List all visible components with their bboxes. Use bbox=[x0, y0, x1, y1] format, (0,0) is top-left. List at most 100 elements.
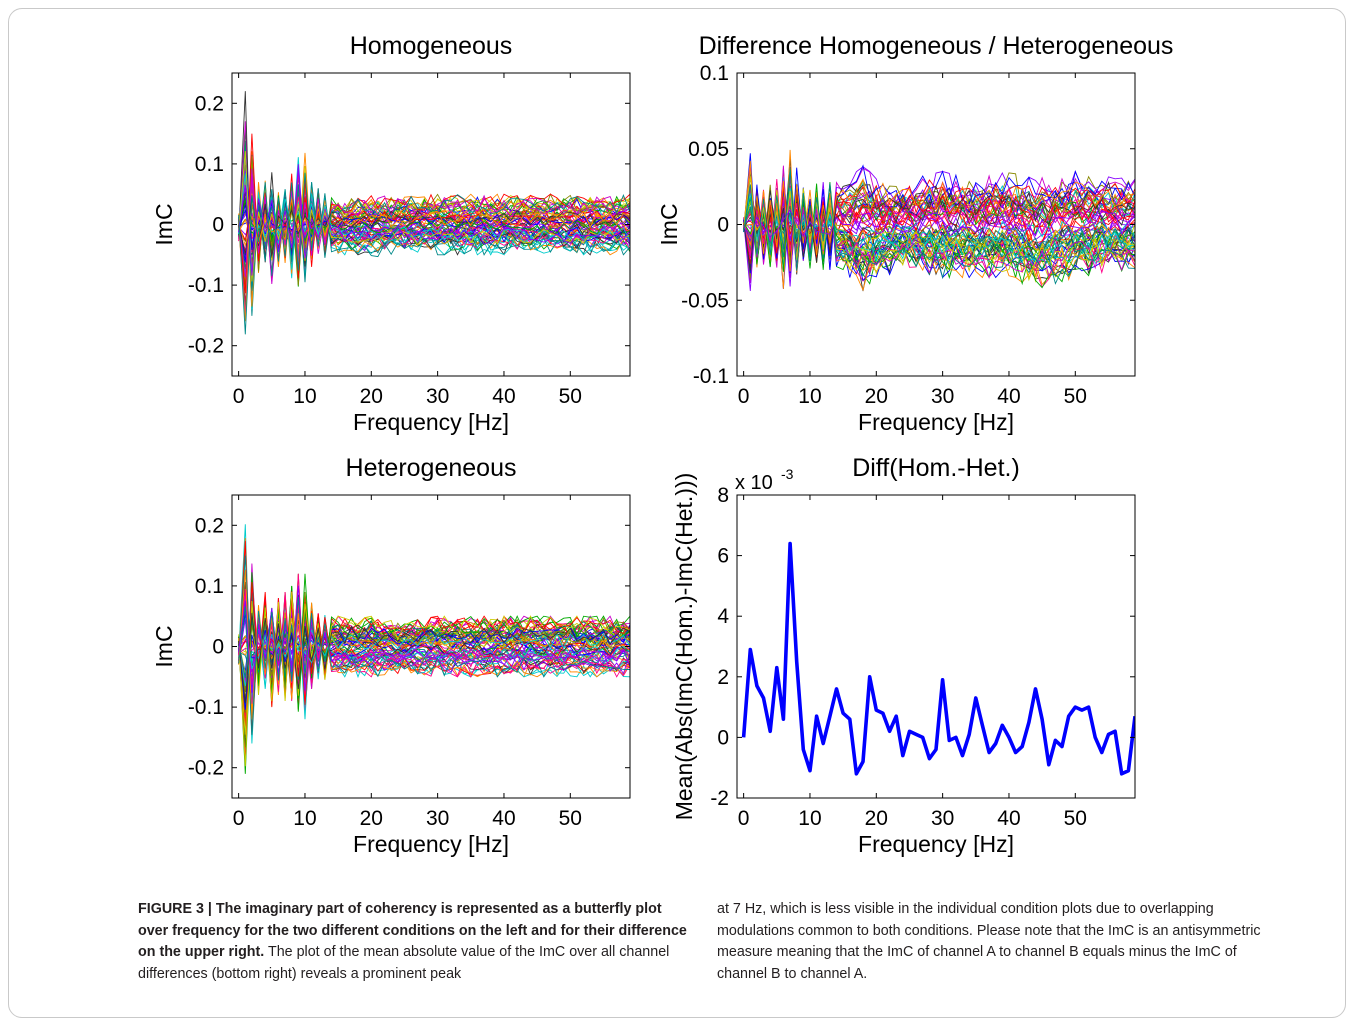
x-tick-label: 30 bbox=[931, 807, 954, 830]
channel-trace bbox=[238, 133, 630, 294]
channel-trace bbox=[238, 199, 630, 246]
caption-bold-text: The imaginary part of coherency is repre… bbox=[138, 901, 687, 960]
y-tick-label: -0.1 bbox=[188, 696, 224, 719]
y-tick-label: 0.1 bbox=[195, 575, 224, 598]
figure-charts: 0 10 20 30 40 50-0.2-0.100.10.2HomogeneousFre… bbox=[151, 32, 1173, 857]
x-tick-label: 20 bbox=[360, 385, 383, 408]
y-axis-label: ImC bbox=[151, 625, 177, 667]
x-tick-label: 50 bbox=[1064, 385, 1087, 408]
y-axis-multiplier: x 10 bbox=[735, 472, 773, 494]
channel-trace bbox=[743, 170, 1135, 285]
channel-trace bbox=[743, 169, 1135, 285]
plot-area bbox=[238, 524, 630, 774]
y-tick-label: -0.2 bbox=[188, 335, 224, 358]
y-tick-label: -0.1 bbox=[693, 365, 729, 388]
x-tick-label: 40 bbox=[997, 385, 1020, 408]
channel-trace bbox=[743, 176, 1135, 282]
x-axis-label: Frequency [Hz] bbox=[353, 409, 509, 435]
channel-trace bbox=[238, 168, 630, 276]
y-tick-label: 8 bbox=[717, 484, 729, 507]
chart-title: Difference Homogeneous / Heterogeneous bbox=[699, 32, 1174, 60]
channel-trace bbox=[743, 209, 1135, 243]
channel-trace bbox=[238, 585, 630, 693]
x-axis-label: Frequency [Hz] bbox=[353, 831, 509, 857]
channel-trace bbox=[238, 620, 630, 692]
y-tick-label: 6 bbox=[717, 545, 729, 568]
x-tick-label: 40 bbox=[492, 385, 515, 408]
x-tick-label: 20 bbox=[360, 807, 383, 830]
x-tick-label: 40 bbox=[997, 807, 1020, 830]
y-tick-label: -2 bbox=[710, 787, 729, 810]
chart-4: 0 10 20 30 40 50 -2 0 2 4 6 8 Diff(Hom.-Het.) Frequen… bbox=[671, 454, 1136, 857]
chart-title: Diff(Hom.-Het.) bbox=[852, 454, 1020, 482]
axes-box bbox=[736, 494, 1136, 799]
x-tick-label: 10 bbox=[798, 807, 821, 830]
x-tick-label: 30 bbox=[426, 807, 449, 830]
plot-area bbox=[741, 541, 1135, 776]
plot-area bbox=[238, 91, 630, 335]
caption-right-column: at 7 Hz, which is less visible in the in… bbox=[717, 899, 1272, 985]
caption-label: FIGURE 3 | bbox=[138, 901, 216, 917]
channel-trace bbox=[743, 184, 1135, 279]
y-tick-label: 0 bbox=[717, 214, 729, 237]
channel-trace bbox=[743, 186, 1135, 264]
y-axis-multiplier-exponent: -3 bbox=[781, 466, 794, 482]
y-tick-label: -0.1 bbox=[188, 274, 224, 297]
caption-text-left: The plot of the mean absolute value of t… bbox=[138, 944, 670, 982]
chart-title: Heterogeneous bbox=[346, 454, 517, 482]
channel-trace bbox=[743, 196, 1135, 261]
y-tick-label: 0.2 bbox=[195, 92, 224, 115]
x-tick-label: 0 bbox=[233, 385, 245, 408]
channel-trace bbox=[238, 613, 630, 703]
channel-trace bbox=[743, 178, 1135, 272]
x-tick-label: 20 bbox=[865, 385, 888, 408]
x-tick-label: 20 bbox=[865, 807, 888, 830]
caption-left-column: FIGURE 3 | The imaginary part of coheren… bbox=[138, 899, 693, 985]
x-tick-label: 30 bbox=[426, 385, 449, 408]
channel-trace bbox=[238, 206, 630, 238]
channel-trace bbox=[238, 632, 630, 687]
plot-area bbox=[743, 149, 1135, 292]
mean-series-line bbox=[741, 541, 1135, 776]
channel-trace bbox=[238, 168, 630, 285]
channel-trace bbox=[238, 591, 630, 767]
y-tick-label: 0.2 bbox=[195, 514, 224, 537]
channel-trace bbox=[238, 195, 630, 257]
y-tick-label: -0.05 bbox=[681, 289, 729, 312]
y-tick-label: 0 bbox=[212, 636, 224, 659]
chart-title: Homogeneous bbox=[350, 32, 513, 60]
chart-1: 0 10 20 30 40 50 -0.2 -0.1 0 0.1 0.2 Homogeneous Fre… bbox=[151, 32, 631, 435]
x-tick-label: 0 bbox=[233, 807, 245, 830]
channel-trace bbox=[238, 597, 630, 736]
chart-3: 0 10 20 30 40 50 -0.2 -0.1 0 0.1 0.2 Heterogeneous F… bbox=[151, 454, 631, 857]
channel-trace bbox=[238, 148, 630, 292]
channel-trace bbox=[238, 572, 630, 748]
caption-text-right: at 7 Hz, which is less visible in the in… bbox=[717, 901, 1261, 982]
x-tick-label: 10 bbox=[798, 385, 821, 408]
x-tick-label: 0 bbox=[738, 385, 750, 408]
y-tick-label: 0 bbox=[212, 214, 224, 237]
channel-trace bbox=[238, 553, 630, 744]
channel-trace bbox=[238, 199, 630, 243]
y-axis-label: ImC bbox=[656, 203, 682, 245]
x-tick-label: 50 bbox=[559, 385, 582, 408]
channel-trace bbox=[743, 164, 1135, 274]
channel-trace bbox=[238, 153, 630, 274]
y-tick-label: 0.1 bbox=[195, 153, 224, 176]
y-tick-label: -0.2 bbox=[188, 757, 224, 780]
x-tick-label: 50 bbox=[1064, 807, 1087, 830]
x-tick-label: 0 bbox=[738, 807, 750, 830]
x-tick-label: 50 bbox=[559, 807, 582, 830]
y-tick-label: 0 bbox=[717, 726, 729, 749]
y-tick-label: 4 bbox=[717, 605, 729, 628]
x-axis-label: Frequency [Hz] bbox=[858, 831, 1014, 857]
x-tick-label: 30 bbox=[931, 385, 954, 408]
y-tick-label: 2 bbox=[717, 666, 729, 689]
y-axis-label: Mean(Abs(ImC(Hom.)-ImC(Het.))) bbox=[671, 473, 697, 821]
y-axis-label: ImC bbox=[151, 203, 177, 245]
y-tick-label: 0.1 bbox=[700, 62, 729, 85]
x-axis-label: Frequency [Hz] bbox=[858, 409, 1014, 435]
y-tick-label: 0.05 bbox=[688, 138, 729, 161]
x-tick-label: 40 bbox=[492, 807, 515, 830]
